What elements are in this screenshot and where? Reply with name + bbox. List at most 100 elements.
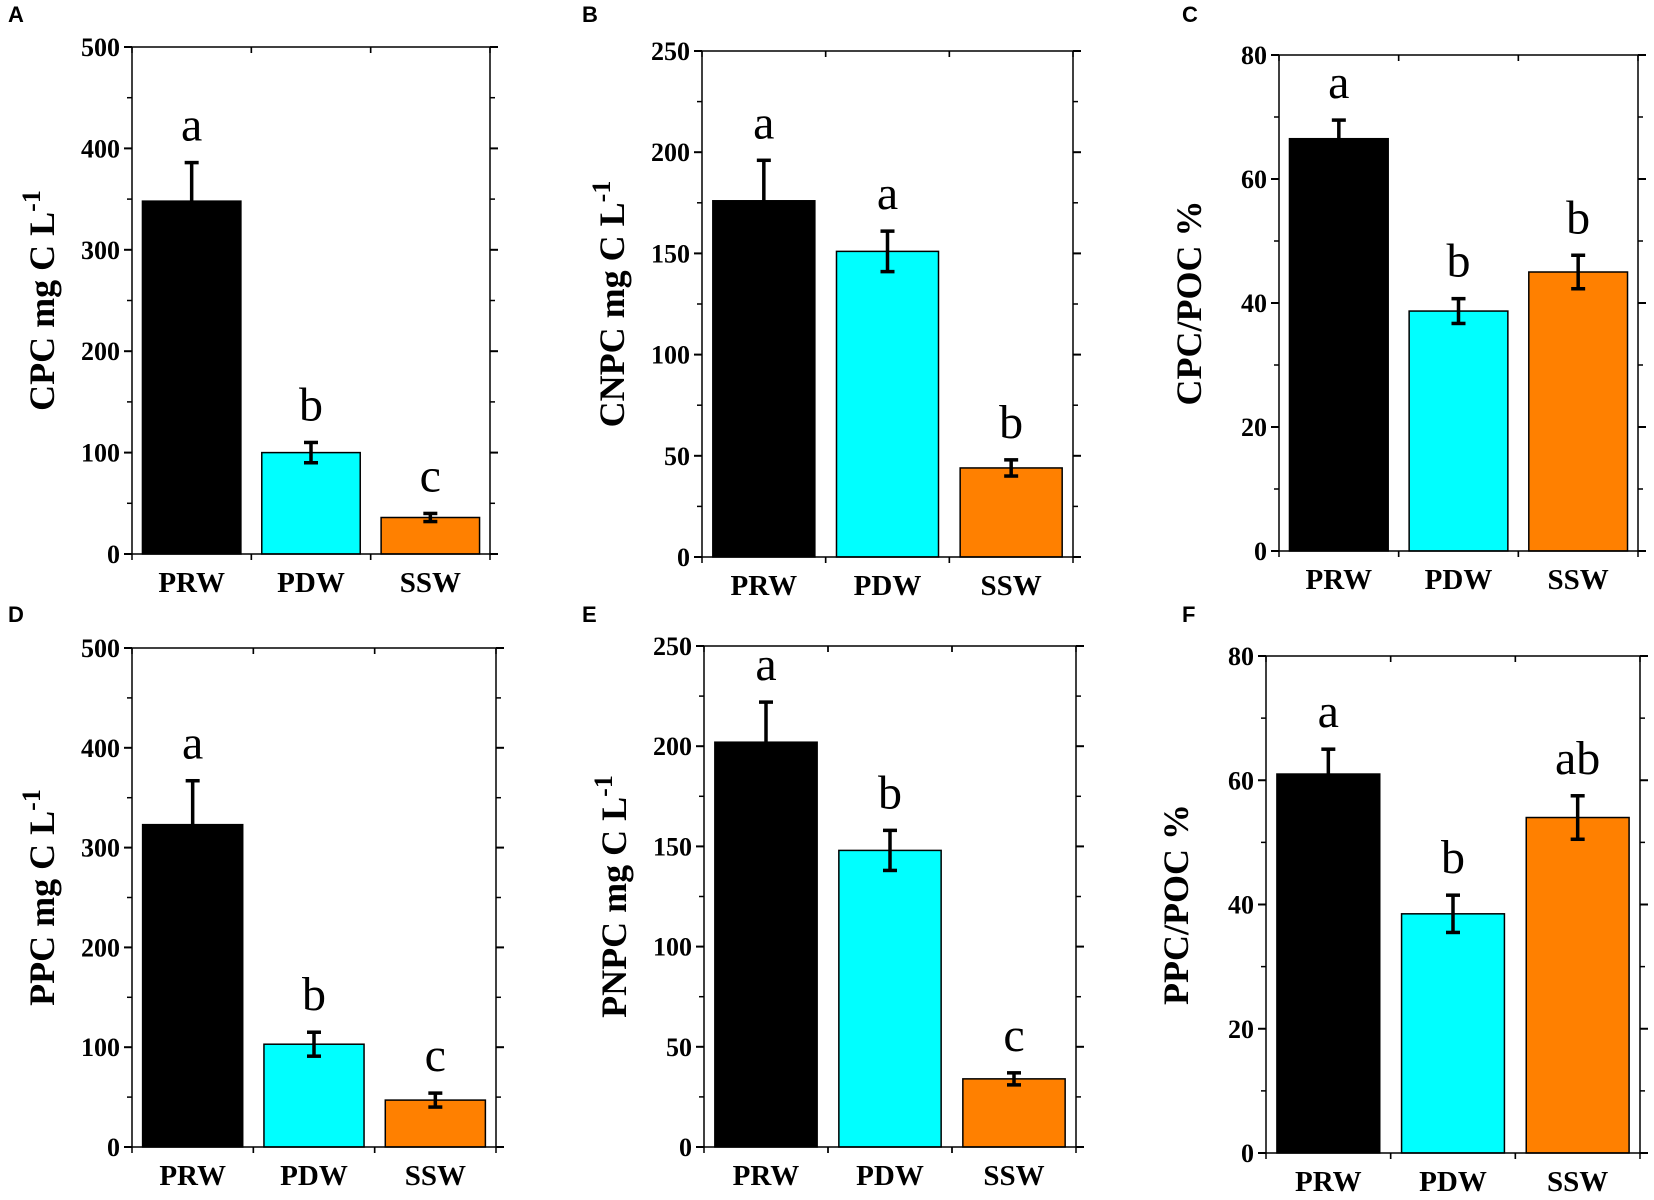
y-axis-title: CNPC mg C L-1: [587, 181, 632, 428]
bar-pdw: [1400, 913, 1506, 1154]
y-axis-title-superscript: -1: [589, 775, 618, 797]
y-tick-label: 500: [81, 33, 120, 62]
x-tick-label: PDW: [1425, 564, 1493, 596]
significance-label: b: [1447, 235, 1471, 288]
significance-label: b: [999, 396, 1023, 449]
x-tick-label: PDW: [854, 570, 922, 602]
y-tick-label: 100: [81, 439, 120, 468]
x-tick-label: PDW: [277, 567, 345, 599]
bar-prw: [714, 741, 818, 1148]
error-bar-prw: [185, 778, 200, 825]
bar-ssw: [1528, 271, 1629, 552]
y-tick-label: 400: [81, 134, 120, 163]
significance-label: c: [420, 449, 441, 502]
error-bar-ssw: [1004, 458, 1019, 478]
significance-label: a: [1328, 56, 1349, 109]
y-axis-title-main: CPC mg C L: [22, 212, 62, 411]
bar-prw: [712, 200, 816, 558]
bar-pdw: [263, 1043, 365, 1148]
significance-label: c: [1003, 1009, 1024, 1062]
y-tick-label: 100: [651, 341, 690, 370]
bar-prw: [1288, 137, 1389, 552]
significance-label: a: [753, 96, 774, 149]
y-axis-title: CPC/POC %: [1169, 201, 1209, 406]
significance-label: ab: [1555, 732, 1600, 785]
y-tick-label: 200: [651, 138, 690, 167]
bar-pdw: [838, 849, 942, 1148]
y-axis-title: PPC mg C L-1: [17, 789, 62, 1006]
y-tick-label: 0: [107, 540, 120, 569]
y-axis-title: PPC/POC %: [1156, 804, 1196, 1005]
y-tick-label: 400: [81, 734, 120, 763]
y-tick-label: 200: [81, 337, 120, 366]
x-tick-label: PDW: [856, 1160, 924, 1192]
y-tick-label: 200: [653, 732, 692, 761]
panel-b: Ba PRW a PDW b SSW 0 50 100 150 200 250 CNPC mg C L-…: [582, 2, 1081, 602]
y-tick-label: 0: [1241, 1139, 1254, 1168]
significance-label: b: [1566, 191, 1590, 244]
bar-ssw: [962, 1078, 1066, 1148]
error-bar-prw: [759, 700, 773, 743]
x-tick-label: SSW: [1548, 564, 1609, 596]
y-tick-label: 20: [1241, 413, 1267, 442]
error-bar-pdw: [307, 1030, 321, 1058]
error-bar-ssw: [1007, 1071, 1021, 1087]
x-tick-label: PRW: [731, 570, 798, 602]
y-tick-label: 40: [1228, 891, 1254, 920]
y-tick-label: 300: [81, 236, 120, 265]
significance-label: b: [299, 378, 323, 431]
y-tick-label: 250: [653, 632, 692, 661]
significance-label: c: [425, 1029, 446, 1082]
y-tick-label: 0: [107, 1133, 120, 1162]
y-tick-label: 150: [651, 239, 690, 268]
error-bar-pdw: [1451, 296, 1466, 326]
y-tick-label: 250: [651, 37, 690, 66]
panel-letter: A: [8, 2, 24, 27]
panel-c: Ca PRW b PDW b SSW 0 20 40 60 80 CPC/POC %: [1169, 2, 1646, 596]
error-bar-ssw: [1571, 253, 1586, 291]
x-tick-label: SSW: [405, 1160, 466, 1192]
y-tick-label: 100: [81, 1033, 120, 1062]
y-tick-label: 0: [677, 543, 690, 572]
significance-label: a: [181, 99, 202, 152]
y-tick-label: 40: [1241, 289, 1267, 318]
significance-label: a: [182, 717, 203, 770]
error-bar-ssw: [423, 511, 438, 524]
x-tick-label: SSW: [1547, 1166, 1608, 1198]
y-tick-label: 0: [679, 1133, 692, 1162]
bar-prw: [141, 200, 242, 555]
panel-letter: B: [582, 2, 598, 27]
y-tick-label: 300: [81, 834, 120, 863]
panel-letter: C: [1182, 2, 1198, 27]
y-tick-label: 80: [1228, 642, 1254, 671]
error-bar-pdw: [304, 440, 318, 465]
x-tick-label: SSW: [981, 570, 1042, 602]
error-bar-pdw: [1446, 893, 1460, 935]
y-tick-label: 200: [81, 933, 120, 962]
error-bar-prw: [184, 160, 199, 202]
panel-f: Fa PRW b PDW ab SSW 0 20 40 60 80 PPC/POC %: [1156, 602, 1648, 1198]
x-tick-label: PRW: [1306, 564, 1373, 596]
y-tick-label: 500: [81, 634, 120, 663]
y-axis-title-superscript: -1: [17, 190, 46, 212]
y-tick-label: 20: [1228, 1015, 1254, 1044]
x-tick-label: PRW: [1295, 1166, 1362, 1198]
error-bar-ssw: [1570, 794, 1585, 842]
significance-label: b: [302, 968, 326, 1021]
y-tick-label: 100: [653, 933, 692, 962]
error-bar-prw: [1321, 747, 1336, 775]
panel-d: Da PRW b PDW c SSW 0 100 200 300 400 500 PPC mg C L-…: [8, 602, 504, 1192]
error-bar-prw: [1331, 118, 1346, 139]
bar-pdw: [261, 451, 361, 555]
error-bar-pdw: [883, 828, 897, 873]
y-axis-title: PNPC mg C L-1: [589, 775, 634, 1018]
panel-letter: D: [8, 602, 24, 627]
y-tick-label: 60: [1228, 766, 1254, 795]
y-axis-title-superscript: -1: [587, 181, 616, 203]
significance-label: a: [755, 638, 776, 691]
significance-label: b: [878, 766, 902, 819]
y-axis-title-main: CPC/POC %: [1169, 201, 1209, 406]
significance-label: a: [877, 167, 898, 220]
y-tick-label: 50: [664, 442, 690, 471]
